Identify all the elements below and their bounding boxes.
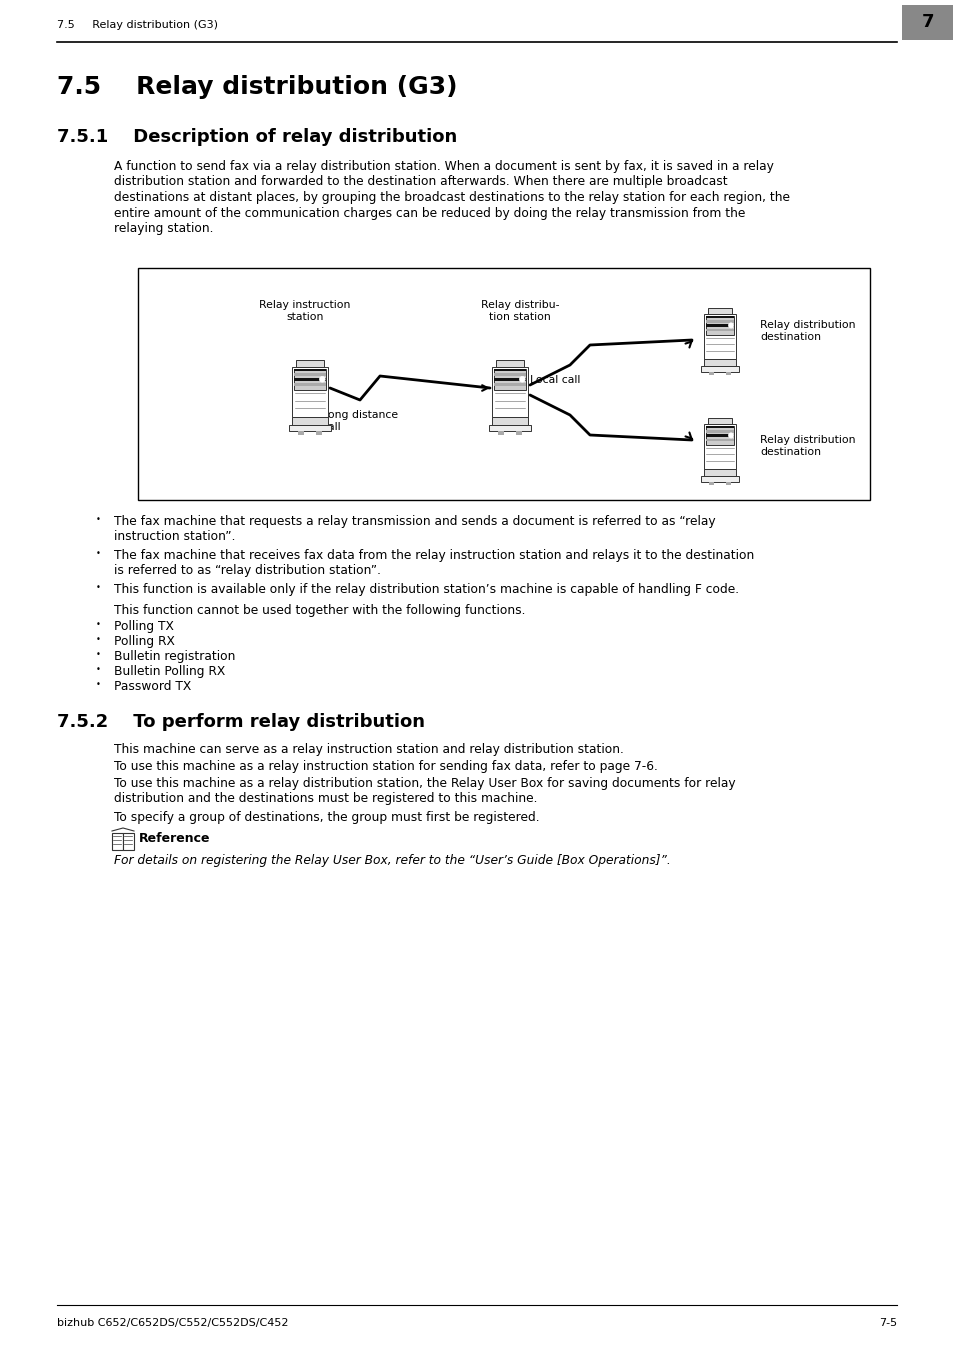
Text: Password TX: Password TX — [113, 680, 191, 693]
Text: distribution and the destinations must be registered to this machine.: distribution and the destinations must b… — [113, 792, 537, 805]
Bar — [901, 5, 953, 40]
Bar — [703, 424, 736, 468]
Bar — [294, 378, 326, 381]
Bar — [123, 833, 133, 851]
Text: To use this machine as a relay distribution station, the Relay User Box for savi: To use this machine as a relay distribut… — [113, 778, 735, 790]
Bar — [138, 269, 869, 500]
Text: Relay distribution
destination: Relay distribution destination — [760, 320, 855, 342]
Bar — [705, 431, 734, 432]
Text: •: • — [96, 583, 101, 593]
Bar — [492, 367, 528, 417]
Text: For details on registering the Relay User Box, refer to the “User’s Guide [Box O: For details on registering the Relay Use… — [113, 855, 670, 867]
Bar — [497, 431, 503, 435]
Bar — [292, 367, 328, 417]
Bar — [294, 374, 326, 377]
Text: •: • — [96, 634, 101, 644]
Bar — [725, 371, 730, 375]
Text: instruction station”.: instruction station”. — [113, 531, 235, 543]
Text: This function cannot be used together with the following functions.: This function cannot be used together wi… — [113, 603, 525, 617]
Bar — [705, 425, 734, 428]
Bar — [494, 369, 526, 390]
Text: This machine can serve as a relay instruction station and relay distribution sta: This machine can serve as a relay instru… — [113, 743, 623, 756]
Circle shape — [319, 377, 325, 382]
Text: 7.5.2    To perform relay distribution: 7.5.2 To perform relay distribution — [57, 713, 424, 730]
Bar — [492, 417, 528, 425]
Text: 7.5     Relay distribution (G3): 7.5 Relay distribution (G3) — [57, 20, 218, 30]
Bar — [725, 482, 730, 485]
Text: Relay instruction
station: Relay instruction station — [259, 300, 351, 321]
Text: Polling RX: Polling RX — [113, 634, 174, 648]
Text: To use this machine as a relay instruction station for sending fax data, refer t: To use this machine as a relay instructi… — [113, 760, 658, 774]
Bar — [705, 439, 734, 441]
Bar — [703, 359, 736, 366]
Bar — [292, 417, 328, 425]
Bar — [296, 360, 323, 367]
Bar — [700, 366, 738, 371]
Bar — [705, 324, 734, 327]
Text: destinations at distant places, by grouping the broadcast destinations to the re: destinations at distant places, by group… — [113, 190, 789, 204]
Text: •: • — [96, 514, 101, 524]
Text: bizhub C652/C652DS/C552/C552DS/C452: bizhub C652/C652DS/C552/C552DS/C452 — [57, 1318, 288, 1328]
Bar — [494, 369, 526, 371]
Text: Bulletin registration: Bulletin registration — [113, 649, 235, 663]
Text: Polling TX: Polling TX — [113, 620, 173, 633]
Text: •: • — [96, 680, 101, 688]
Text: Bulletin Polling RX: Bulletin Polling RX — [113, 666, 225, 678]
Text: is referred to as “relay distribution station”.: is referred to as “relay distribution st… — [113, 564, 380, 576]
Bar — [297, 431, 303, 435]
Bar — [700, 477, 738, 482]
Text: 7.5    Relay distribution (G3): 7.5 Relay distribution (G3) — [57, 76, 457, 99]
Bar — [705, 435, 734, 437]
Text: •: • — [96, 620, 101, 629]
Text: •: • — [96, 649, 101, 659]
Bar — [705, 320, 734, 323]
Bar — [494, 378, 526, 381]
Text: Reference: Reference — [139, 832, 211, 845]
Bar — [516, 431, 521, 435]
Circle shape — [728, 433, 733, 437]
Bar — [294, 369, 326, 371]
Text: •: • — [96, 549, 101, 558]
Bar — [315, 431, 321, 435]
Bar — [709, 371, 714, 375]
Bar — [112, 833, 123, 851]
Bar — [294, 369, 326, 390]
Circle shape — [519, 377, 525, 382]
Circle shape — [728, 323, 733, 328]
Bar — [703, 315, 736, 359]
Text: The fax machine that receives fax data from the relay instruction station and re: The fax machine that receives fax data f… — [113, 549, 754, 562]
Bar — [705, 316, 734, 335]
Bar — [496, 360, 523, 367]
Text: distribution station and forwarded to the destination afterwards. When there are: distribution station and forwarded to th… — [113, 176, 727, 189]
Bar — [707, 418, 731, 424]
Bar — [709, 482, 714, 485]
Text: 7: 7 — [921, 14, 933, 31]
Bar — [494, 374, 526, 377]
Text: Local call: Local call — [530, 375, 579, 385]
Bar — [707, 308, 731, 315]
Text: entire amount of the communication charges can be reduced by doing the relay tra: entire amount of the communication charg… — [113, 207, 744, 220]
Text: 7-5: 7-5 — [878, 1318, 896, 1328]
Bar — [703, 468, 736, 477]
Bar — [705, 316, 734, 319]
Text: This function is available only if the relay distribution station’s machine is c: This function is available only if the r… — [113, 583, 739, 595]
Text: To specify a group of destinations, the group must first be registered.: To specify a group of destinations, the … — [113, 811, 539, 824]
Text: A function to send fax via a relay distribution station. When a document is sent: A function to send fax via a relay distr… — [113, 161, 773, 173]
Bar — [289, 425, 331, 431]
Text: •: • — [96, 666, 101, 674]
Bar — [489, 425, 530, 431]
Text: relaying station.: relaying station. — [113, 221, 213, 235]
Bar — [705, 328, 734, 331]
Text: Relay distribution
destination: Relay distribution destination — [760, 435, 855, 456]
Bar — [294, 383, 326, 386]
Text: The fax machine that requests a relay transmission and sends a document is refer: The fax machine that requests a relay tr… — [113, 514, 715, 528]
Text: Long distance
call: Long distance call — [322, 410, 397, 432]
Text: Relay distribu-
tion station: Relay distribu- tion station — [480, 300, 558, 321]
Bar — [705, 425, 734, 446]
Bar — [494, 383, 526, 386]
Text: 7.5.1    Description of relay distribution: 7.5.1 Description of relay distribution — [57, 128, 456, 146]
